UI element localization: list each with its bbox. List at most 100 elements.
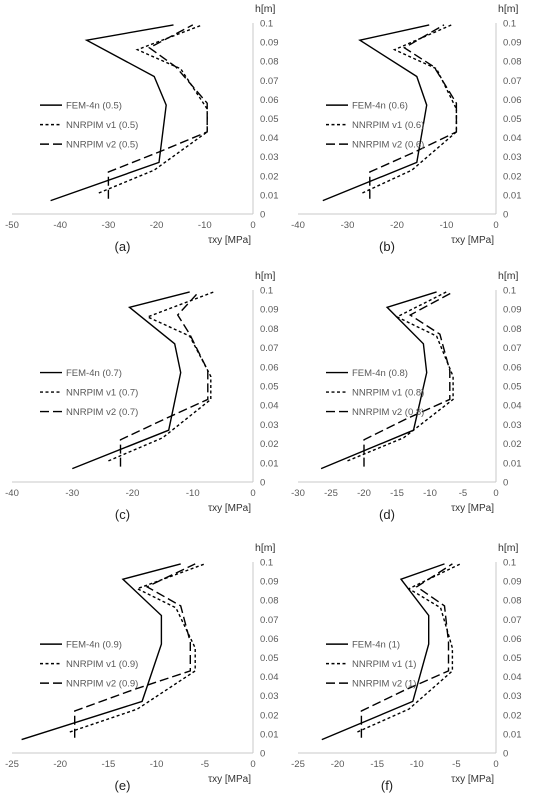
y-tick-label: 0.1 <box>503 286 516 297</box>
legend-label: NNRPIM v2 (0.8) <box>352 407 424 418</box>
x-tick-label: 0 <box>493 488 498 499</box>
x-tick-label: -20 <box>331 759 345 770</box>
chart-panel-a: -50 -40 -30 -20 -10 00 0.01 0.02 0.03 0.04 0.05 0.0… <box>5 3 278 254</box>
y-tick-label: 0 <box>260 478 265 489</box>
y-tick-label: 0.02 <box>260 710 279 721</box>
panel-label: (f) <box>381 778 393 793</box>
y-tick-label: 0.09 <box>260 577 279 588</box>
series-line-solid <box>21 563 181 741</box>
y-tick-label: 0.06 <box>503 634 522 645</box>
y-tick-label: 0.01 <box>503 458 522 469</box>
y-tick-label: 0.07 <box>260 76 279 87</box>
x-tick-label: -20 <box>53 759 67 770</box>
legend: FEM-4n (0.7) NNRPIM v1 (0.7) NNRPIM v2 (0.… <box>40 368 138 418</box>
y-axis-title: h[m] <box>255 3 276 15</box>
series-line-dotted <box>98 24 208 194</box>
y-tick-label: 0.06 <box>260 634 279 645</box>
x-tick-label: 0 <box>250 488 255 499</box>
y-tick-label: 0.03 <box>260 152 279 163</box>
series-line-dotted <box>347 291 454 462</box>
x-tick-label: 0 <box>250 759 255 770</box>
y-tick-label: 0.03 <box>503 420 522 431</box>
x-tick-label: -30 <box>102 220 116 231</box>
y-axis-title: h[m] <box>498 542 519 554</box>
x-tick-label: -30 <box>291 488 305 499</box>
legend-label: FEM-4n (0.7) <box>66 368 122 379</box>
series-line-dotted <box>108 291 215 462</box>
x-tick-label: -10 <box>423 488 437 499</box>
legend-label: FEM-4n (1) <box>352 640 400 651</box>
series-line-solid <box>321 563 445 741</box>
y-tick-label: 0.08 <box>260 596 279 607</box>
y-tick-label: 0.04 <box>260 672 279 683</box>
legend: FEM-4n (0.6) NNRPIM v1 (0.6) NNRPIM v2 (0.… <box>326 101 424 151</box>
panel-label: (d) <box>379 507 395 522</box>
x-tick-label: -15 <box>390 488 404 499</box>
chart-panel-b: -40 -30 -20 -10 00 0.01 0.02 0.03 0.04 0.05 0.06 0.… <box>291 3 521 254</box>
x-tick-label: -10 <box>198 220 212 231</box>
y-tick-label: 0.02 <box>503 710 522 721</box>
series-line-dashed <box>119 291 209 467</box>
x-tick-label: 0 <box>493 220 498 231</box>
x-tick-label: -50 <box>5 220 19 231</box>
y-tick-label: 0.04 <box>260 401 279 412</box>
y-axis-title: h[m] <box>498 3 519 15</box>
panel-label: (b) <box>379 239 395 254</box>
x-tick-label: -20 <box>390 220 404 231</box>
y-tick-label: 0.02 <box>260 439 279 450</box>
y-tick-label: 0.07 <box>503 615 522 626</box>
y-tick-label: 0.05 <box>260 382 279 393</box>
legend: FEM-4n (0.5) NNRPIM v1 (0.5) NNRPIM v2 (0.… <box>40 101 138 151</box>
series-line-dashed <box>369 24 458 199</box>
y-tick-label: 0.05 <box>260 114 279 125</box>
y-tick-label: 0.04 <box>503 672 522 683</box>
x-tick-label: 0 <box>250 220 255 231</box>
y-tick-label: 0.02 <box>503 439 522 450</box>
y-tick-label: 0.01 <box>260 190 279 201</box>
x-tick-label: -5 <box>201 759 209 770</box>
x-tick-label: -40 <box>291 220 305 231</box>
y-tick-label: 0.09 <box>503 38 522 49</box>
y-tick-label: 0.07 <box>503 76 522 87</box>
legend-label: FEM-4n (0.9) <box>66 640 122 651</box>
y-tick-label: 0.06 <box>260 95 279 106</box>
x-tick-label: -40 <box>5 488 19 499</box>
y-tick-label: 0.07 <box>503 343 522 354</box>
chart-panel-c: -40 -30 -20 -10 00 0.01 0.02 0.03 0.04 0.05 0.06 0.… <box>5 270 278 522</box>
y-tick-label: 0.01 <box>503 190 522 201</box>
y-tick-label: 0 <box>503 749 508 760</box>
y-tick-label: 0.02 <box>503 171 522 182</box>
y-tick-label: 0 <box>503 478 508 489</box>
y-tick-label: 0.04 <box>503 401 522 412</box>
y-tick-label: 0.08 <box>503 596 522 607</box>
legend-label: NNRPIM v1 (0.8) <box>352 388 424 399</box>
legend-label: NNRPIM v1 (0.7) <box>66 388 138 399</box>
y-tick-label: 0.04 <box>260 133 279 144</box>
y-tick-label: 0.09 <box>503 577 522 588</box>
y-tick-label: 0.08 <box>260 57 279 68</box>
y-tick-label: 0.05 <box>503 653 522 664</box>
y-tick-label: 0.01 <box>260 729 279 740</box>
y-tick-label: 0.01 <box>503 729 522 740</box>
series-line-dashed <box>360 563 453 738</box>
y-axis-title: h[m] <box>255 542 276 554</box>
x-tick-label: -15 <box>102 759 116 770</box>
legend: FEM-4n (1) NNRPIM v1 (1) NNRPIM v2 (1) <box>326 640 416 690</box>
legend-label: NNRPIM v2 (0.7) <box>66 407 138 418</box>
chart-panel-e: -25 -20 -15 -10 -5 00 0.01 0.02 0.03 0.04 0.05 0.06… <box>5 542 278 793</box>
x-tick-label: -25 <box>5 759 19 770</box>
x-tick-label: 0 <box>493 759 498 770</box>
x-tick-label: -10 <box>150 759 164 770</box>
series-line-solid <box>322 24 430 202</box>
y-tick-label: 0.06 <box>260 362 279 373</box>
y-tick-label: 0.07 <box>260 343 279 354</box>
x-tick-label: -10 <box>186 488 200 499</box>
y-tick-label: 0.09 <box>260 305 279 316</box>
x-axis-title: τxy [MPa] <box>208 503 251 514</box>
y-tick-label: 0.1 <box>503 558 516 569</box>
y-tick-label: 0.06 <box>503 362 522 373</box>
x-tick-label: -20 <box>357 488 371 499</box>
x-tick-label: -20 <box>126 488 140 499</box>
legend-label: FEM-4n (0.5) <box>66 101 122 112</box>
